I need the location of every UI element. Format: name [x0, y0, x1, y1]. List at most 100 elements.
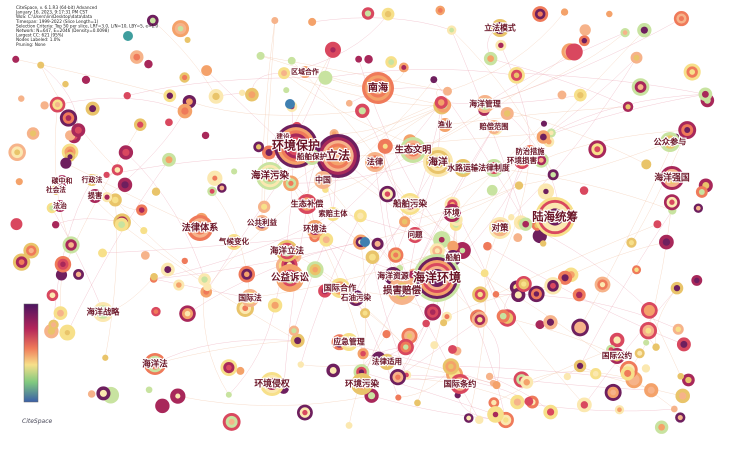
node-ring — [581, 37, 588, 44]
edge — [228, 305, 276, 395]
edge — [484, 273, 585, 406]
node-ring — [535, 320, 545, 330]
node-ring — [226, 364, 232, 371]
header-line: Largest CC: 621 (95%) — [16, 33, 64, 38]
node-ring — [345, 99, 353, 107]
node-ring — [634, 267, 639, 273]
node-ring — [669, 175, 675, 181]
node-ring — [302, 69, 308, 75]
node-ring — [698, 189, 705, 195]
node-label: 立法模式 — [484, 23, 516, 33]
edge — [15, 59, 170, 96]
node-ring — [98, 248, 107, 258]
edge — [360, 185, 520, 243]
node-ring — [628, 240, 635, 246]
node-ring — [68, 242, 74, 248]
edge — [40, 64, 118, 171]
node-ring — [669, 199, 675, 205]
node-label: 海洋强国 — [654, 172, 689, 184]
node-ring — [513, 72, 520, 79]
node-label: 区域合作 — [291, 67, 319, 76]
node-ring — [329, 210, 337, 218]
node-label: 国际条约 — [444, 379, 477, 389]
node-ring — [137, 121, 144, 128]
node-ring — [358, 107, 366, 115]
node-ring — [679, 392, 687, 400]
node-ring — [624, 369, 632, 377]
node-ring — [617, 407, 622, 413]
node-ring — [58, 272, 65, 278]
node-label: 应急管理 — [333, 337, 365, 347]
node-ring — [549, 130, 554, 136]
node-ring — [18, 95, 25, 102]
node-ring — [320, 177, 326, 183]
node-ring — [539, 240, 547, 247]
node-ring — [613, 336, 621, 344]
node-ring — [678, 16, 684, 22]
node-ring — [284, 248, 290, 254]
edge — [325, 69, 517, 79]
node-ring — [144, 59, 153, 69]
node-ring — [449, 210, 455, 216]
node-ring — [244, 271, 250, 278]
edge — [290, 154, 442, 184]
edge — [283, 202, 308, 389]
node-ring — [151, 187, 161, 196]
edge — [517, 401, 675, 412]
node-ring — [499, 312, 507, 320]
node-ring — [399, 288, 405, 294]
node-label: 海洋法 — [142, 359, 168, 370]
edge — [518, 141, 671, 186]
node-ring — [355, 55, 363, 63]
node-ring — [75, 271, 82, 278]
node-ring — [580, 401, 589, 409]
node-ring — [184, 310, 191, 317]
node — [360, 237, 370, 247]
node-ring — [225, 391, 232, 398]
node-ring — [297, 361, 304, 368]
node-ring — [576, 362, 584, 370]
edge — [543, 57, 637, 138]
edge — [489, 376, 652, 391]
edge — [404, 185, 520, 222]
edge — [484, 18, 682, 105]
node — [285, 99, 295, 109]
node-ring — [538, 157, 544, 163]
node-ring — [646, 307, 653, 314]
node-ring — [360, 350, 366, 357]
node-ring — [519, 158, 525, 164]
node-ring — [212, 175, 218, 181]
nodes — [8, 5, 715, 434]
node-ring — [637, 84, 644, 90]
edge — [447, 11, 565, 92]
node-ring — [577, 324, 584, 331]
node-label: 生态补偿 — [291, 199, 325, 209]
node-ring — [209, 188, 215, 194]
edge — [484, 32, 626, 105]
node-ring — [482, 101, 488, 107]
header-line: WoS: C:\Users\lin\Desktop\data\data — [16, 14, 93, 19]
node-ring — [259, 220, 265, 226]
node-ring — [353, 295, 359, 301]
node-ring — [645, 327, 652, 334]
node-ring — [448, 344, 457, 354]
node-label: 国际合作 — [324, 283, 358, 293]
edge — [404, 160, 523, 222]
node-ring — [384, 10, 392, 18]
node-ring — [662, 238, 671, 246]
node-label: 损害 — [88, 191, 102, 200]
node-ring — [449, 27, 454, 33]
node-ring — [283, 87, 290, 94]
node-ring — [175, 393, 181, 399]
node-ring — [546, 318, 555, 326]
node-ring — [29, 130, 37, 137]
node-ring — [450, 243, 456, 250]
node-ring — [164, 266, 172, 274]
node-ring — [382, 330, 391, 339]
node-ring — [382, 143, 388, 149]
node-ring — [201, 131, 210, 140]
node-label: 对策 — [491, 223, 509, 234]
node-ring — [539, 133, 547, 141]
node-ring — [265, 149, 273, 157]
